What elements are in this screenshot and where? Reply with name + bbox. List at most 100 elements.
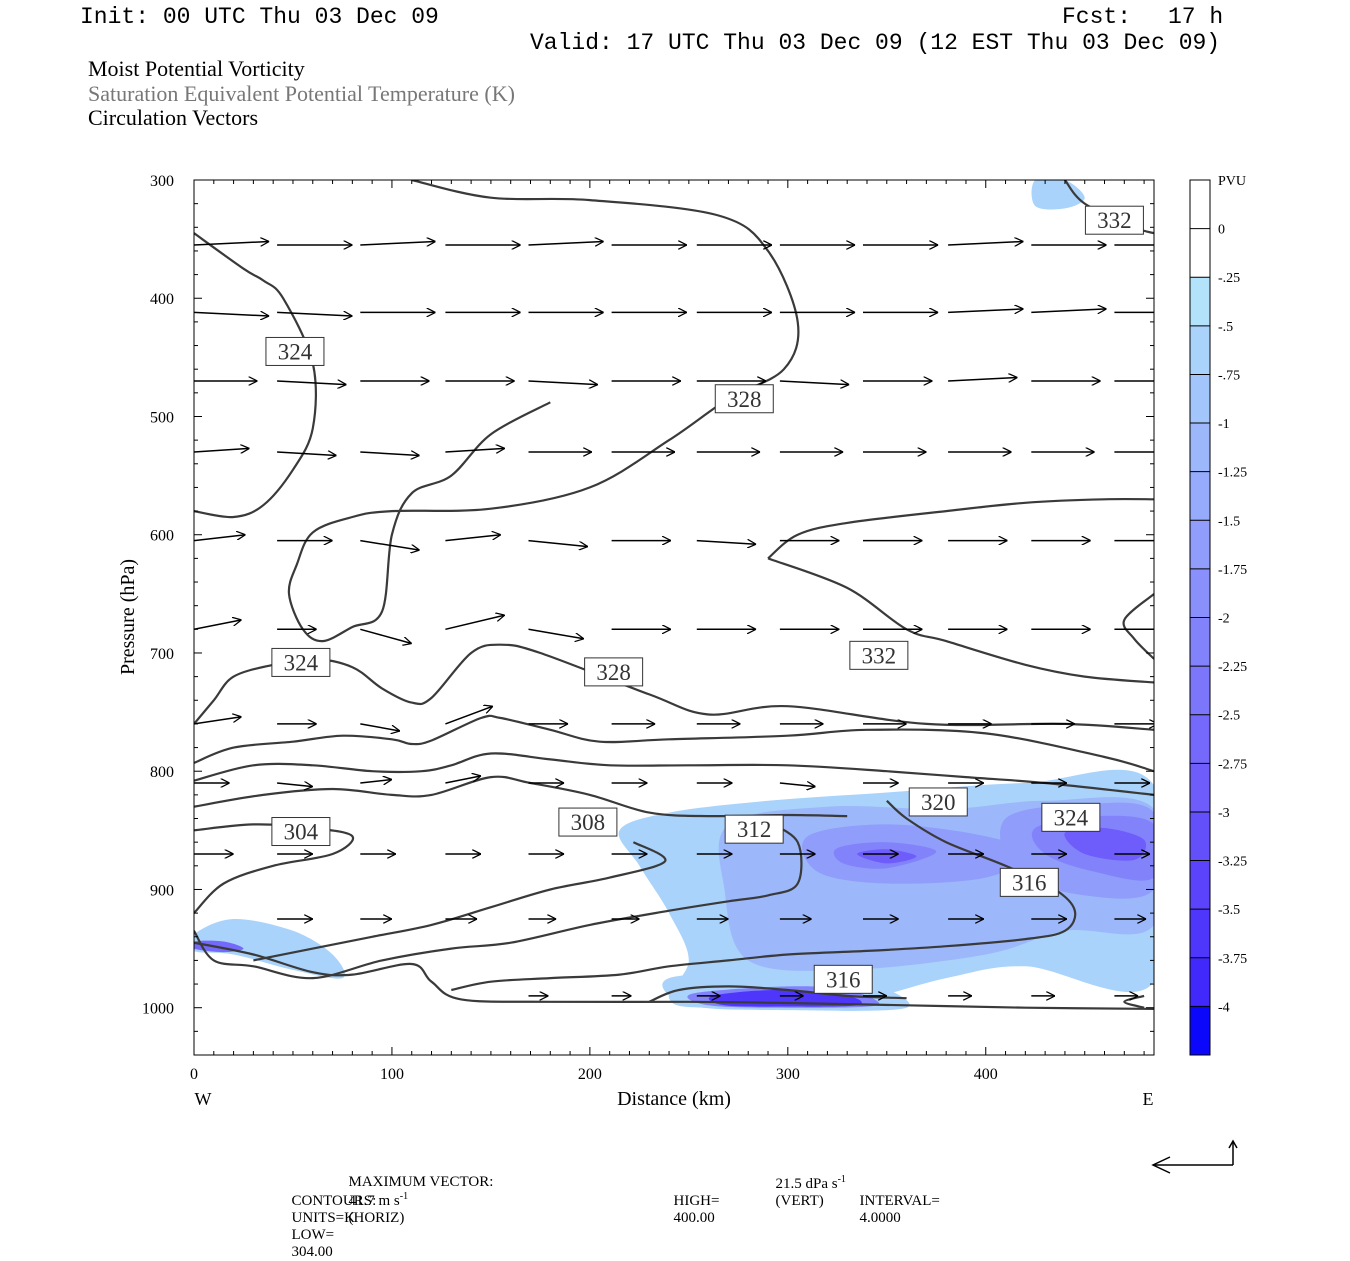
x-tick-label: 200 xyxy=(578,1066,602,1083)
theta-es-contour-line xyxy=(194,941,1154,1010)
contours-label: CONTOURS: xyxy=(291,1193,377,1209)
circulation-vector xyxy=(194,717,242,725)
max-vector-vert-tag: (VERT) xyxy=(775,1193,824,1209)
contour-label: 320 xyxy=(921,790,956,815)
circulation-vector xyxy=(277,381,346,385)
colorbar-label: -1 xyxy=(1218,417,1230,432)
contour-label-box xyxy=(1084,205,1144,235)
contour-label-box xyxy=(849,640,909,670)
colorbar-swatch xyxy=(1190,957,1210,1007)
contour-label: 324 xyxy=(1054,805,1089,830)
x-axis-title: Distance (km) xyxy=(617,1088,731,1110)
contour-label: 332 xyxy=(862,643,897,668)
circulation-vector xyxy=(277,783,313,787)
colorbar-label: -2.75 xyxy=(1218,757,1247,772)
colorbar-swatch xyxy=(1190,180,1210,230)
circulation-vector xyxy=(360,723,400,731)
title-theta-es: Saturation Equivalent Potential Temperat… xyxy=(88,81,515,106)
circulation-vector xyxy=(360,452,419,456)
contours-units: UNITS=K xyxy=(291,1210,355,1226)
contour-label-box xyxy=(584,657,644,687)
colorbar-swatch xyxy=(1190,860,1210,910)
max-vector-vert-exp: -1 xyxy=(837,1174,846,1185)
contour-label: 316 xyxy=(826,967,861,992)
contour-label-box xyxy=(1041,802,1101,832)
theta-es-contour-line xyxy=(1123,994,1145,1009)
colorbar-label: -1.75 xyxy=(1218,563,1247,578)
theta-es-contour-line xyxy=(451,799,1077,992)
contour-label: 324 xyxy=(284,650,319,675)
theta-es-contour-line xyxy=(194,714,1154,773)
circulation-vector xyxy=(948,309,1023,313)
circulation-vector xyxy=(194,620,242,631)
colorbar-swatch xyxy=(1190,520,1210,570)
theta-es-contours xyxy=(194,180,1154,1010)
colorbar-swatch xyxy=(1190,228,1210,278)
contour-label: 308 xyxy=(571,810,606,835)
circulation-vector xyxy=(528,381,598,385)
circulation-vector xyxy=(360,242,435,246)
axes: 300 400 500 600 700 800 900 1000 0 100 200 300 400 xyxy=(142,173,1154,1083)
contours-high-value: 400.00 xyxy=(673,1210,715,1226)
theta-es-contour-line xyxy=(194,643,1154,731)
colorbar-label: -4 xyxy=(1218,1000,1230,1015)
contour-label: 316 xyxy=(1012,870,1047,895)
circulation-vector xyxy=(445,615,504,631)
colorbar-label: -3.75 xyxy=(1218,952,1247,967)
circulation-vector xyxy=(194,448,249,452)
contour-label-box xyxy=(813,964,873,994)
circulation-vector xyxy=(948,378,1017,382)
x-tick-label: 100 xyxy=(380,1066,404,1083)
valid-time: Valid: 17 UTC Thu 03 Dec 09 (12 EST Thu … xyxy=(530,30,1221,56)
colorbar-label: -3.25 xyxy=(1218,855,1247,870)
contour-label-box xyxy=(265,336,325,366)
colorbar-swatch xyxy=(1190,763,1210,813)
x-tick-label: 300 xyxy=(776,1066,800,1083)
init-time: Init: 00 UTC Thu 03 Dec 09 xyxy=(80,4,439,30)
colorbar-swatch xyxy=(1190,1006,1210,1056)
circulation-vector xyxy=(360,628,411,643)
max-vector-horiz-exp: -1 xyxy=(399,1191,409,1202)
theta-es-contour-line xyxy=(194,821,803,980)
plot-frame xyxy=(193,179,1155,1056)
y-tick-label: 500 xyxy=(150,409,174,426)
reference-vector xyxy=(1151,1139,1238,1174)
contour-label-box xyxy=(724,814,784,844)
circulation-vector xyxy=(1031,309,1106,313)
circulation-vector xyxy=(528,242,604,246)
theta-es-contour-line xyxy=(287,180,800,643)
pv-region xyxy=(1031,180,1085,210)
theta-es-contour-line xyxy=(1122,593,1154,660)
circulation-vector xyxy=(445,776,481,784)
title-moist-pv: Moist Potential Vorticity xyxy=(88,56,305,81)
colorbar-label: -.25 xyxy=(1218,271,1240,286)
colorbar-swatch xyxy=(1190,374,1210,424)
y-axis-title: Pressure (hPa) xyxy=(117,559,139,675)
circulation-vector xyxy=(360,780,392,784)
y-tick-label: 700 xyxy=(150,646,174,663)
colorbar-label: 0 xyxy=(1218,223,1225,238)
circulation-vector xyxy=(948,242,1023,246)
colorbar-label: -2 xyxy=(1218,612,1230,627)
contour-label: 328 xyxy=(596,660,631,685)
title-circulation-vectors: Circulation Vectors xyxy=(88,105,259,130)
y-tick-label: 1000 xyxy=(142,1001,174,1018)
pv-region xyxy=(1064,827,1147,861)
circulation-vector xyxy=(194,535,246,542)
circulation-vector xyxy=(194,242,269,246)
theta-es-contour-line xyxy=(194,775,848,818)
colorbar-label: -1.5 xyxy=(1218,514,1240,529)
footer-contours-high: HIGH= 400.00 xyxy=(666,1176,720,1227)
x-left-label: W xyxy=(195,1089,212,1109)
y-tick-label: 400 xyxy=(150,291,174,308)
circulation-vector xyxy=(277,312,352,316)
theta-es-contour-line xyxy=(648,985,907,1003)
theta-es-contour-line xyxy=(767,557,1154,684)
colorbar-label: -3.5 xyxy=(1218,903,1240,918)
colorbar-swatch xyxy=(1190,471,1210,521)
circulation-vector xyxy=(445,448,504,452)
x-tick-label: 0 xyxy=(190,1066,198,1083)
footer-contours: CONTOURS: UNITS=K LOW= 304.00 xyxy=(284,1176,377,1261)
colorbar-swatch xyxy=(1190,811,1210,862)
theta-es-contour-line xyxy=(194,752,1154,796)
